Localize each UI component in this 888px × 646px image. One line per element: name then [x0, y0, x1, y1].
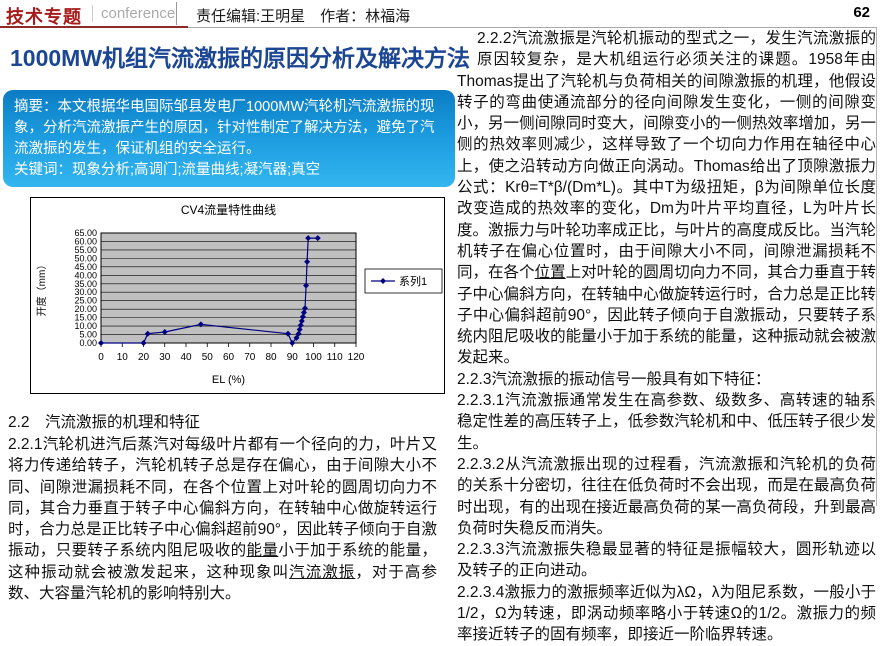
svg-text:10.00: 10.00: [74, 321, 97, 331]
paragraph: 2.2.2汽流激振是汽轮机振动的型式之一，发生汽流激振的原因较复杂，是大机组运行…: [457, 30, 876, 367]
svg-text:15.00: 15.00: [74, 313, 97, 323]
data-point-marker: [298, 318, 305, 324]
data-point-marker: [302, 305, 308, 312]
paragraph: 2.2.3.2从汽流激振出现的过程看，汽流激振和汽轮机的负荷的关系十分密切，往往…: [457, 455, 876, 537]
data-point-marker: [303, 282, 310, 289]
abstract-text: 本文根据华电国际邹县发电厂1000MW汽轮机汽流激振的现象，分析汽流激振产生的原…: [14, 99, 435, 157]
svg-text:20.00: 20.00: [74, 304, 97, 314]
svg-text:65.00: 65.00: [74, 228, 97, 238]
section-heading: 2.2 汽流激振的机理和特征: [8, 414, 201, 431]
abstract-line: 摘要：本文根据华电国际邹县发电厂1000MW汽轮机汽流激振的现象，分析汽流激振产…: [14, 97, 443, 160]
x-axis-title: EL (%): [212, 374, 245, 386]
svg-text:40.00: 40.00: [74, 270, 97, 280]
data-point-marker: [197, 321, 204, 328]
svg-text:30: 30: [159, 352, 171, 363]
y-axis-title: 开度（mm）: [35, 260, 48, 317]
svg-text:45.00: 45.00: [74, 262, 97, 272]
article-title: 1000MW机组汽流激振的原因分析及解决方法: [10, 45, 471, 71]
legend: 系列1: [364, 268, 443, 294]
page-header: 技术专题 conference 责任编辑:王明星 作者：林福海 62: [0, 0, 888, 27]
flow-chart: CV4流量特性曲线 0.00 5.00 10.00 15.00 20.00 25.00 30.…: [30, 197, 445, 394]
svg-text:10: 10: [117, 352, 129, 363]
paragraph: 2.2.3.1汽流激振通常发生在高参数、级数多、高转速的轴系稳定性差的高压转子上…: [457, 392, 876, 452]
svg-text:30.00: 30.00: [74, 287, 97, 297]
header-rule-red: [0, 26, 188, 28]
svg-text:0: 0: [98, 352, 104, 363]
svg-text:50.00: 50.00: [74, 253, 97, 263]
data-point-marker: [314, 235, 321, 242]
abstract-box: 摘要：本文根据华电国际邹县发电厂1000MW汽轮机汽流激振的现象，分析汽流激振产…: [3, 90, 455, 187]
data-point-marker: [140, 340, 147, 346]
data-point-marker: [304, 258, 311, 265]
data-point-marker: [293, 334, 300, 341]
svg-text:60.00: 60.00: [74, 236, 97, 246]
header-divider: [176, 2, 177, 25]
svg-text:60: 60: [223, 352, 235, 363]
data-point-marker: [289, 340, 296, 346]
conference-label: conference: [92, 5, 175, 22]
page-right-border: [876, 28, 877, 506]
svg-text:35.00: 35.00: [74, 279, 97, 289]
svg-text:55.00: 55.00: [74, 245, 97, 255]
keywords-line: 关键词：现象分析;高调门;流量曲线;凝汽器;真空: [14, 160, 443, 181]
svg-text:5.00: 5.00: [79, 330, 97, 340]
left-paragraphs: 2.2.1汽轮机进汽后蒸汽对每级叶片都有一个径向的力，叶片又将力传递给转子，汽轮…: [8, 434, 437, 604]
keywords-label: 关键词：: [14, 162, 72, 178]
topic-badge: 技术专题: [6, 7, 82, 27]
data-point-marker: [98, 340, 104, 346]
paragraph: 2.2.3汽流激振的振动信号一般具有如下特征：: [457, 370, 771, 388]
svg-text:20: 20: [138, 352, 150, 363]
data-point-marker: [300, 309, 307, 316]
header-rule-gray: [188, 27, 877, 28]
right-column: 2.2.2汽流激振是汽轮机振动的型式之一，发生汽流激振的原因较复杂，是大机组运行…: [457, 28, 876, 646]
paragraph: 2.2.3.4激振力的激振频率近似为λΩ，λ为阻尼系数，一般小于1/2，Ω为转速…: [457, 583, 876, 644]
svg-text:25.00: 25.00: [74, 296, 97, 306]
svg-text:40: 40: [180, 352, 192, 363]
data-point-marker: [296, 326, 303, 333]
keywords-text: 现象分析;高调门;流量曲线;凝汽器;真空: [72, 162, 321, 178]
chart-title: CV4流量特性曲线: [181, 202, 276, 217]
data-point-marker: [299, 313, 306, 320]
page-number: 62: [853, 4, 870, 21]
legend-label: 系列1: [399, 274, 427, 288]
svg-text:80: 80: [265, 352, 277, 363]
svg-text:90: 90: [287, 352, 299, 363]
svg-text:110: 110: [327, 352, 343, 363]
paragraph: 2.2.1汽轮机进汽后蒸汽对每级叶片都有一个径向的力，叶片又将力传递给转子，汽轮…: [8, 436, 437, 603]
chart-svg: CV4流量特性曲线 0.005.0010.0015.0020.0025.0030.…: [35, 202, 443, 386]
abstract-label: 摘要：: [14, 99, 58, 115]
plot-area: [100, 232, 357, 344]
paragraph: 2.2.3.3汽流激振失稳最显著的特征是振幅较大，圆形轨迹以及转子的正向进动。: [457, 541, 876, 580]
svg-text:50: 50: [202, 352, 214, 363]
left-column: 2.2 汽流激振的机理和特征 2.2.1汽轮机进汽后蒸汽对每级叶片都有一个径向的…: [8, 412, 437, 604]
data-point-marker: [295, 330, 302, 337]
data-point-marker: [285, 330, 291, 337]
svg-text:100: 100: [305, 352, 322, 363]
svg-text:120: 120: [348, 352, 365, 363]
svg-text:70: 70: [244, 352, 256, 363]
right-paragraphs: 2.2.2汽流激振是汽轮机振动的型式之一，发生汽流激振的原因较复杂，是大机组运行…: [457, 28, 876, 646]
data-point-marker: [297, 322, 304, 329]
data-point-marker: [144, 330, 151, 337]
data-point-marker: [161, 329, 168, 335]
editor-credit: 责任编辑:王明星 作者：林福海: [196, 8, 411, 25]
data-point-marker: [305, 235, 312, 242]
svg-text:0.00: 0.00: [79, 338, 97, 348]
